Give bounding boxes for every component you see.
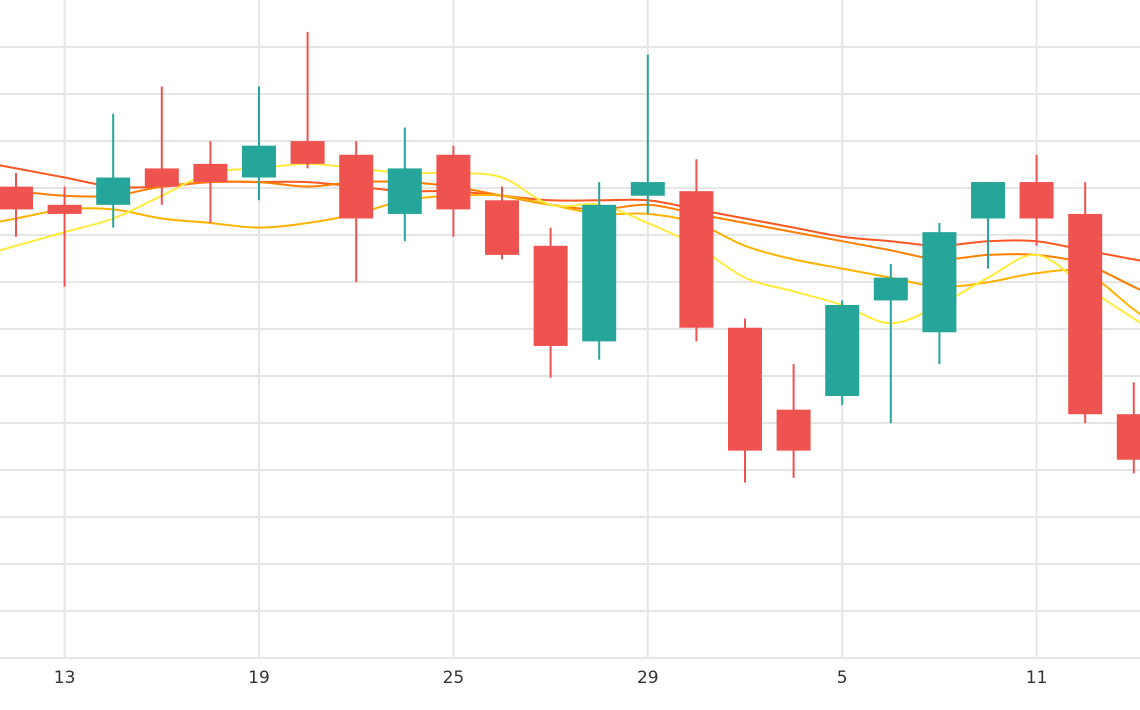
x-tick-label: 11 [1026,668,1048,688]
candle [776,364,811,478]
candle-body [96,177,131,205]
candle-body [0,186,33,210]
candle [1068,182,1103,424]
candle [387,127,422,242]
candle-body [436,154,471,210]
candle [971,182,1005,269]
grid [0,0,1140,659]
candle-body [873,277,908,301]
candle [1116,382,1140,474]
candle-body [630,182,665,196]
candle [290,31,325,169]
candle-body [922,232,957,333]
candle-body [339,154,374,219]
candle [0,172,33,237]
candle [825,300,860,406]
candle-body [1116,414,1140,460]
candle [1019,154,1054,246]
candle [193,141,228,224]
candle-body [533,245,568,346]
candle [144,86,179,205]
candle-body [387,168,422,214]
candle [728,318,762,483]
candle-body [776,409,811,451]
candle [339,141,374,283]
moving-average-line-ma-fast [0,162,1140,325]
x-tick-label: 13 [54,668,76,688]
x-axis-ticks: 13 19 25 29 5 11 [54,668,1048,688]
x-tick-label: 25 [443,668,465,688]
candle [873,264,908,424]
candle-body [1019,182,1054,219]
moving-average-line-ma-2 [0,193,1140,316]
candle-body [144,168,179,187]
candle [242,86,276,201]
candles [0,31,1140,483]
candle [533,227,568,378]
candle [582,182,617,360]
candle-body [193,163,228,183]
candle-body [47,204,82,214]
candle-body [1068,213,1103,415]
x-tick-label: 29 [637,668,659,688]
candle [47,186,82,287]
candle-body [679,191,714,328]
candle-body [582,204,617,342]
candle-body [825,304,860,396]
x-tick-label: 5 [837,668,848,688]
candle-body [242,145,276,178]
candle [922,223,957,365]
x-tick-label: 19 [248,668,270,688]
candle-body [728,327,762,451]
candle-body [290,141,325,164]
candle-body [971,182,1005,219]
candle [96,113,131,228]
candle-body [485,200,519,255]
candle [485,186,519,260]
candle [679,159,714,342]
candle [436,145,471,237]
candle [630,54,665,214]
